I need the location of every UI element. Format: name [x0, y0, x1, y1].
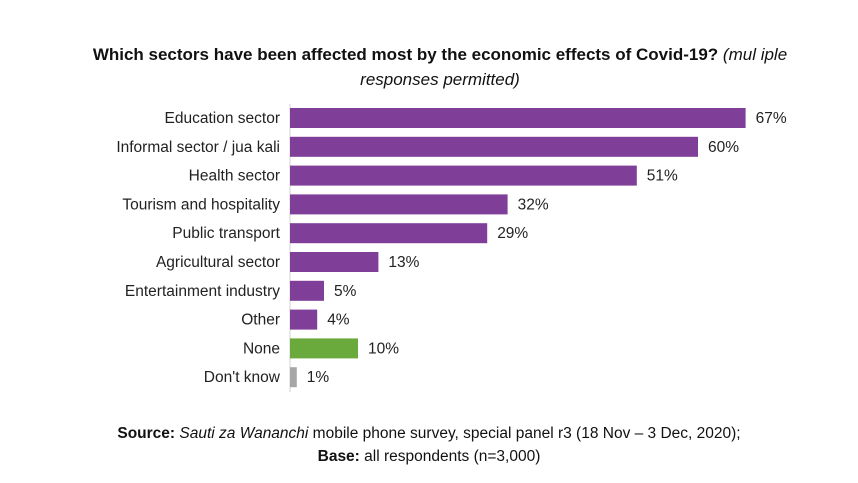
- category-label-agricultural-sector: Agricultural sector: [156, 254, 280, 271]
- value-label-don-t-know: 1%: [307, 369, 330, 386]
- category-label-informal-sector-jua-kali: Informal sector / jua kali: [116, 139, 280, 156]
- bar-agricultural-sector: [290, 252, 379, 272]
- category-label-entertainment-industry: Entertainment industry: [125, 283, 280, 300]
- category-label-don-t-know: Don't know: [204, 369, 281, 386]
- chart-title: Which sectors have been affected most by…: [40, 42, 840, 92]
- value-label-other: 4%: [327, 312, 350, 329]
- source-label: Source:: [117, 425, 176, 442]
- base-label: Base:: [317, 448, 360, 465]
- bar-entertainment-industry: [290, 280, 324, 301]
- base-text: all respondents (n=3,000): [359, 448, 541, 465]
- chart-title-main: Which sectors have been affected most by…: [92, 45, 719, 64]
- category-label-education-sector: Education sector: [165, 110, 280, 127]
- value-label-tourism-and-hospitality: 32%: [518, 196, 549, 213]
- bar-education-sector: [290, 108, 746, 128]
- category-label-tourism-and-hospitality: Tourism and hospitality: [122, 196, 280, 213]
- chart-title-note: (mul iple: [722, 45, 788, 64]
- value-label-informal-sector-jua-kali: 60%: [708, 139, 739, 156]
- value-label-health-sector: 51%: [647, 168, 678, 185]
- category-label-health-sector: Health sector: [189, 168, 280, 185]
- value-label-entertainment-industry: 5%: [334, 283, 357, 300]
- chart-title-note-cont: responses permitted): [360, 70, 520, 89]
- source-text: mobile phone survey, special panel r3 (1…: [308, 425, 741, 442]
- value-label-public-transport: 29%: [497, 225, 528, 242]
- bar-informal-sector-jua-kali: [290, 136, 698, 157]
- category-label-public-transport: Public transport: [172, 225, 280, 242]
- category-label-none: None: [243, 340, 280, 357]
- bar-none: [290, 338, 358, 359]
- bar-health-sector: [290, 165, 637, 186]
- value-label-none: 10%: [368, 340, 399, 357]
- source-note: Source: Sauti za Wananchi mobile phone s…: [20, 422, 838, 468]
- category-label-other: Other: [241, 312, 280, 329]
- bar-other: [290, 309, 318, 330]
- value-label-education-sector: 67%: [756, 110, 787, 127]
- bar-don-t-know: [290, 367, 297, 388]
- bar-tourism-and-hospitality: [290, 194, 508, 215]
- survey-name: Sauti za Wananchi: [179, 425, 309, 442]
- value-label-agricultural-sector: 13%: [388, 254, 419, 271]
- bar-public-transport: [290, 223, 488, 244]
